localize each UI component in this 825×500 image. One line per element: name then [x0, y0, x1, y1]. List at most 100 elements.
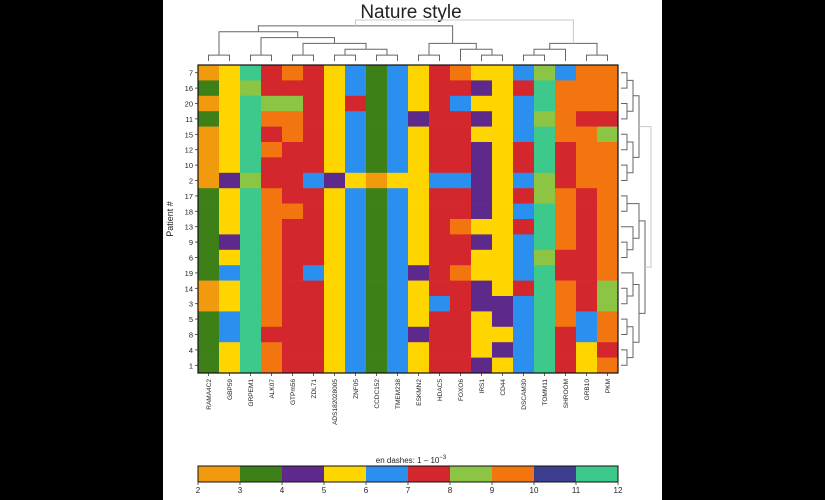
heatmap-cell	[345, 357, 367, 374]
colorbar-tick-label: 11	[572, 486, 581, 495]
heatmap-cell	[534, 65, 556, 81]
heatmap-cell	[576, 249, 598, 266]
heatmap-cell	[555, 95, 577, 112]
heatmap-cell	[450, 296, 472, 312]
heatmap-cell	[261, 95, 283, 112]
heatmap-cell	[555, 142, 577, 158]
heatmap-cell	[282, 203, 304, 220]
row-label: 14	[185, 284, 193, 293]
heatmap-cell	[450, 65, 472, 81]
heatmap-cell	[429, 203, 451, 220]
heatmap-cell	[492, 203, 514, 220]
heatmap-cell	[471, 219, 493, 235]
dendrogram-branch	[627, 326, 634, 359]
heatmap-cell	[471, 203, 493, 220]
heatmap-cell	[534, 249, 556, 266]
heatmap-cell	[282, 357, 304, 374]
colorbar-tick-label: 7	[406, 486, 411, 495]
heatmap-cell	[429, 142, 451, 158]
heatmap-cell	[387, 342, 409, 358]
heatmap-cell	[282, 249, 304, 266]
heatmap-cell	[513, 265, 535, 281]
heatmap-cell	[261, 65, 283, 81]
heatmap-cell	[471, 357, 493, 374]
heatmap-cell	[450, 126, 472, 143]
heatmap-cell	[555, 234, 577, 251]
heatmap-cell	[282, 280, 304, 297]
dendrogram-branch	[250, 54, 272, 61]
heatmap-cell	[555, 188, 577, 204]
heatmap-cell	[534, 280, 556, 297]
column-label: DSCAM30	[521, 379, 528, 410]
heatmap-cell	[555, 357, 577, 374]
heatmap-cell	[597, 142, 619, 158]
heatmap-cell	[261, 172, 283, 189]
heatmap-cell	[303, 157, 325, 174]
heatmap-cell	[408, 157, 430, 174]
heatmap-cell	[219, 172, 241, 189]
heatmap-cell	[429, 357, 451, 374]
row-label: 12	[185, 146, 193, 155]
heatmap-cell	[261, 111, 283, 127]
heatmap-cell	[219, 326, 241, 343]
column-label: ZDL71	[311, 379, 318, 399]
heatmap-cell	[597, 234, 619, 251]
row-label: 2	[189, 177, 193, 186]
colorbar-swatch	[366, 466, 409, 482]
heatmap-cell	[429, 326, 451, 343]
heatmap-cell	[555, 65, 577, 81]
heatmap-cell	[219, 126, 241, 143]
heatmap-cell	[492, 357, 514, 374]
heatmap-cell	[387, 357, 409, 374]
colorbar-label: en dashes: 1 – 10−3	[376, 455, 447, 465]
heatmap-cell	[261, 80, 283, 97]
heatmap-cell	[324, 172, 346, 189]
heatmap-cell	[366, 296, 388, 312]
heatmap-cell	[198, 326, 220, 343]
heatmap-cell	[387, 265, 409, 281]
heatmap-cell	[261, 265, 283, 281]
heatmap-cell	[303, 188, 325, 204]
colorbar-tick-label: 3	[238, 486, 243, 495]
heatmap-cell	[576, 342, 598, 358]
heatmap-cell	[198, 95, 220, 112]
heatmap-cell	[324, 249, 346, 266]
heatmap-cell	[303, 95, 325, 112]
heatmap-cell	[198, 296, 220, 312]
heatmap-cell	[555, 111, 577, 127]
column-label: IRS1	[479, 379, 486, 394]
heatmap-cell	[408, 142, 430, 158]
heatmap-cell	[303, 126, 325, 143]
heatmap-cell	[576, 311, 598, 328]
heatmap-cell	[345, 249, 367, 266]
heatmap-cell	[492, 172, 514, 189]
heatmap-cell	[513, 142, 535, 158]
heatmap-cell	[513, 234, 535, 251]
heatmap-cell	[261, 203, 283, 220]
heatmap-cell	[555, 311, 577, 328]
heatmap-cell	[219, 80, 241, 97]
row-label: 9	[189, 238, 193, 247]
heatmap-cell	[450, 326, 472, 343]
heatmap-cell	[471, 311, 493, 328]
heatmap-cell	[261, 311, 283, 328]
heatmap-cell	[471, 188, 493, 204]
heatmap-cell	[555, 265, 577, 281]
heatmap-cell	[555, 249, 577, 266]
heatmap-cell	[387, 65, 409, 81]
dendrogram-branch	[621, 133, 628, 151]
heatmap-cell	[303, 265, 325, 281]
heatmap-cell	[387, 172, 409, 189]
colorbar-tick-label: 8	[448, 486, 453, 495]
dendrogram-branch	[260, 37, 335, 56]
heatmap-cell	[240, 280, 262, 297]
heatmap-cell	[387, 311, 409, 328]
heatmap-cell	[240, 326, 262, 343]
heatmap-cell	[366, 265, 388, 281]
row-dendrogram	[621, 72, 652, 366]
column-label: FOXO6	[458, 379, 465, 401]
column-labels: RAMA4C2 GBP59 GRPEM1 ALK07 GTPm56 ZDL71 ADS182…	[206, 373, 612, 425]
row-label: 20	[185, 100, 193, 109]
heatmap-cell	[198, 111, 220, 127]
column-label: TOMM11	[542, 379, 549, 406]
